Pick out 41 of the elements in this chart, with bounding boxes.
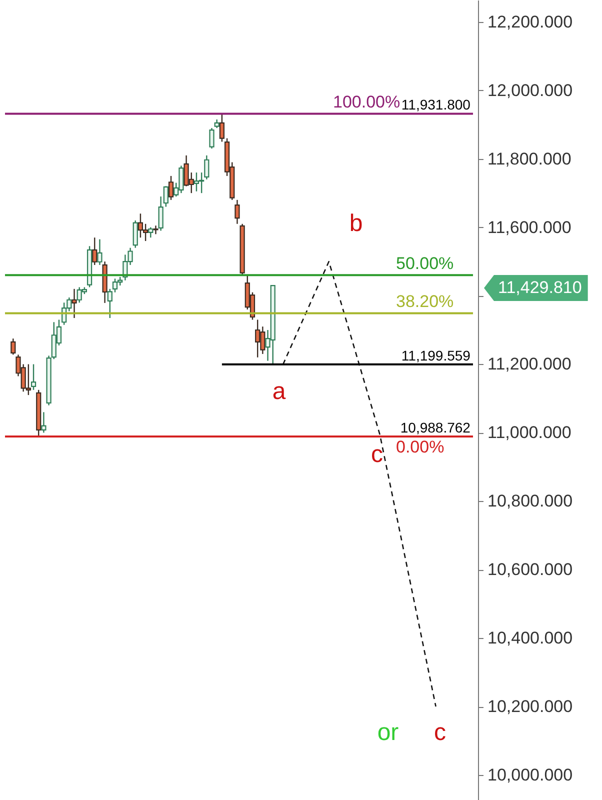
candlestick xyxy=(168,175,174,201)
candlestick xyxy=(107,288,112,319)
candlestick xyxy=(41,412,46,434)
y-tick-label: 10,000.000 xyxy=(488,766,573,785)
candlestick xyxy=(234,199,240,224)
ref-line-label: 10,988.762 xyxy=(400,420,471,436)
annotation: a xyxy=(272,378,286,405)
candlestick xyxy=(97,238,102,266)
annotation: 0.00% xyxy=(396,438,444,457)
y-tick-label: 12,000.000 xyxy=(488,80,573,100)
candlestick xyxy=(72,288,77,319)
y-tick-label: 11,000.000 xyxy=(488,423,572,442)
annotation: b xyxy=(349,210,363,237)
candlestick xyxy=(163,186,168,208)
ref-line-label: 11,931.800 xyxy=(401,96,471,113)
y-tick-label: 10,200.000 xyxy=(488,697,573,716)
annotation: 50.00% xyxy=(396,254,454,274)
candlestick xyxy=(132,220,138,248)
y-tick-label: 10,400.000 xyxy=(488,628,573,648)
annotation: 38.20% xyxy=(396,292,454,312)
candlestick xyxy=(10,338,16,356)
y-tick-label: 11,800.000 xyxy=(488,149,572,168)
candlestick xyxy=(30,364,36,390)
annotation: c xyxy=(371,441,383,468)
ref-line-label: 11,199.559 xyxy=(401,347,471,364)
candlestick xyxy=(92,236,98,266)
candlestick xyxy=(204,154,210,180)
candlestick xyxy=(219,113,224,142)
y-tick-label: 11,600.000 xyxy=(488,218,572,237)
y-tick-label: 11,200.000 xyxy=(488,354,572,374)
candlestick xyxy=(153,224,158,235)
y-tick-label: 10,800.000 xyxy=(488,492,573,511)
candlestick xyxy=(148,226,154,238)
annotation: or xyxy=(377,719,399,746)
candlestick xyxy=(158,196,164,232)
annotation: 100.00% xyxy=(333,92,400,112)
candlestick xyxy=(209,127,214,150)
text: 11,429.810 xyxy=(484,275,588,301)
y-tick-label: 12,200.000 xyxy=(488,12,573,32)
y-tick-label: 10,600.000 xyxy=(488,560,573,580)
annotation: c xyxy=(434,719,446,746)
